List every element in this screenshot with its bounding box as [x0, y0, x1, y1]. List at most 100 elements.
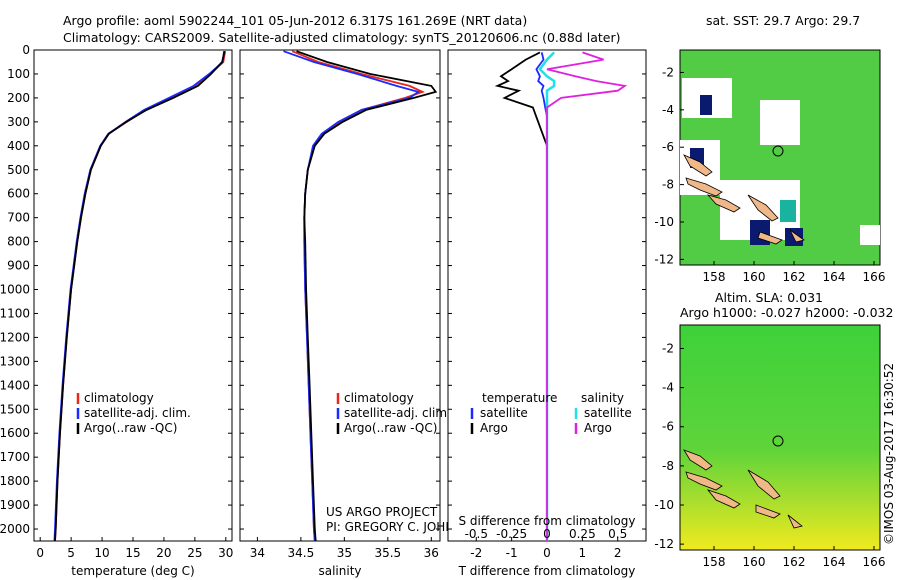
argo-float-location-marker [772, 435, 784, 447]
map-y-tick-label: -8 [662, 178, 674, 192]
series-line-argo---raw--qc- [296, 50, 438, 542]
salinity-panel: 34 34.5 35 35.5 36 salinity climatologysatelli… [239, 49, 480, 578]
y-tick-label: 400 [7, 139, 30, 153]
x-tick-label: 20 [156, 546, 171, 560]
map-y-tick-label: -4 [662, 103, 674, 117]
sla-map: 158 160 162 164 166 -2 -4 -6 -8 -10 -12 [654, 324, 886, 569]
x-tick-label: 35 [337, 546, 352, 560]
x-tick-label: 0 [36, 546, 44, 560]
s-diff-axis-label: S difference from climatology [459, 514, 636, 528]
map-x-tick-label: 164 [823, 270, 846, 284]
sla-map-background [679, 324, 881, 551]
y-tick-label: 100 [7, 67, 30, 81]
y-tick-label: 2000 [0, 522, 30, 536]
legend-header-temperature: temperature [482, 391, 557, 405]
legend-label: satellite-adj. clim. [344, 406, 451, 420]
sla-map-title: Altim. SLA: 0.031 [715, 290, 824, 305]
sst-cold-patch [700, 95, 712, 115]
y-tick-label: 1200 [0, 330, 30, 344]
legend-label: Argo(..raw -QC) [84, 421, 177, 435]
x-tick-label: 15 [125, 546, 140, 560]
map-y-tick-label: -2 [662, 341, 674, 355]
sst-cloud-mask [860, 225, 880, 245]
map-y-tick-label: -12 [654, 537, 674, 551]
y-tick-label: 1400 [0, 378, 30, 392]
sst-map: 158 160 162 164 166 -2 -4 -6 -8 -10 -12 [654, 49, 885, 284]
legend-label: Argo(..raw -QC) [344, 421, 437, 435]
y-tick-label: 700 [7, 211, 30, 225]
map-y-tick-label: -4 [662, 381, 674, 395]
map-x-tick-label: 158 [703, 555, 726, 569]
map-y-tick-label: -12 [654, 252, 674, 266]
temperature-panel: 0100200300400500600700800900100011001200… [0, 43, 233, 578]
legend-label: satellite [584, 406, 632, 420]
x-tick-label: 35.5 [374, 546, 401, 560]
y-tick-label: 0 [22, 43, 30, 57]
legend-label: Argo [480, 421, 508, 435]
y-tick-label: 900 [7, 259, 30, 273]
legend-label: satellite-adj. clim. [84, 406, 191, 420]
x-tick-label: 1 [579, 546, 587, 560]
x-tick-label: 10 [94, 546, 109, 560]
x-tick-label: 0 [543, 546, 551, 560]
y-tick-label: 1800 [0, 474, 30, 488]
y-tick-label: 1000 [0, 283, 30, 297]
y-tick-label: 600 [7, 187, 30, 201]
map-x-tick-label: 160 [743, 555, 766, 569]
sst-map-title: sat. SST: 29.7 Argo: 29.7 [706, 13, 861, 28]
map-y-tick-label: -2 [662, 65, 674, 79]
x-tick-label: -1 [506, 546, 518, 560]
map-y-tick-label: -6 [662, 140, 674, 154]
x-tick-label: 25 [187, 546, 202, 560]
map-x-tick-label: 166 [863, 555, 886, 569]
sst-warm-patch [780, 200, 796, 222]
x-tick-label: 5 [67, 546, 75, 560]
y-tick-label: 1100 [0, 306, 30, 320]
y-tick-label: 200 [7, 91, 30, 105]
map-y-tick-label: -6 [662, 420, 674, 434]
x-axis-label: T difference from climatology [458, 564, 636, 578]
legend-header-salinity: salinity [581, 391, 624, 405]
credit-project: US ARGO PROJECT [326, 505, 438, 519]
x-tick-label: 34 [250, 546, 265, 560]
y-tick-label: 1500 [0, 402, 30, 416]
y-tick-label: 1700 [0, 450, 30, 464]
x-tick-label: 36 [424, 546, 439, 560]
x-tick-label: 30 [218, 546, 233, 560]
s-diff-tick-label: 0.5 [608, 527, 627, 541]
plot-frame [239, 49, 441, 542]
x-tick-label: -2 [470, 546, 482, 560]
x-tick-label: 34.5 [288, 546, 315, 560]
map-x-tick-label: 162 [783, 270, 806, 284]
map-y-tick-label: -8 [662, 459, 674, 473]
solomon-islands-land [683, 154, 805, 245]
y-tick-label: 500 [7, 163, 30, 177]
map-x-tick-label: 160 [743, 270, 766, 284]
plot-frame [33, 49, 233, 542]
s-diff-tick-label: 0.25 [569, 527, 596, 541]
argo-float-location-marker [772, 145, 784, 157]
map-y-tick-label: -10 [654, 498, 674, 512]
legend-label: climatology [344, 391, 414, 405]
legend-label: satellite [480, 406, 528, 420]
map-y-tick-label: -10 [654, 215, 674, 229]
y-tick-label: 800 [7, 235, 30, 249]
y-tick-label: 1900 [0, 498, 30, 512]
y-tick-label: 1300 [0, 354, 30, 368]
map-x-tick-label: 158 [703, 270, 726, 284]
credit-stamp: ©IMOS 03-Aug-2017 16:30:52 [882, 363, 896, 545]
y-tick-label: 300 [7, 115, 30, 129]
legend-label: climatology [84, 391, 154, 405]
s-diff-tick-label: -0.5 [465, 527, 488, 541]
sla-map-subtitle: Argo h1000: -0.027 h2000: -0.032 [680, 305, 894, 320]
figure-title-line1: Argo profile: aoml 5902244_101 05-Jun-20… [63, 13, 528, 28]
series-line-argo [546, 51, 628, 541]
credit-pi: PI: GREGORY C. JOHNSON [326, 520, 480, 534]
s-diff-tick-label: -0.25 [496, 527, 527, 541]
series-line-argo---raw--qc- [54, 50, 226, 542]
y-tick-label: 1600 [0, 426, 30, 440]
legend-label: Argo [584, 421, 612, 435]
x-axis-label: salinity [318, 564, 361, 578]
difference-panel: -2 -1 0 1 2 T difference from climatology temp… [447, 49, 647, 578]
